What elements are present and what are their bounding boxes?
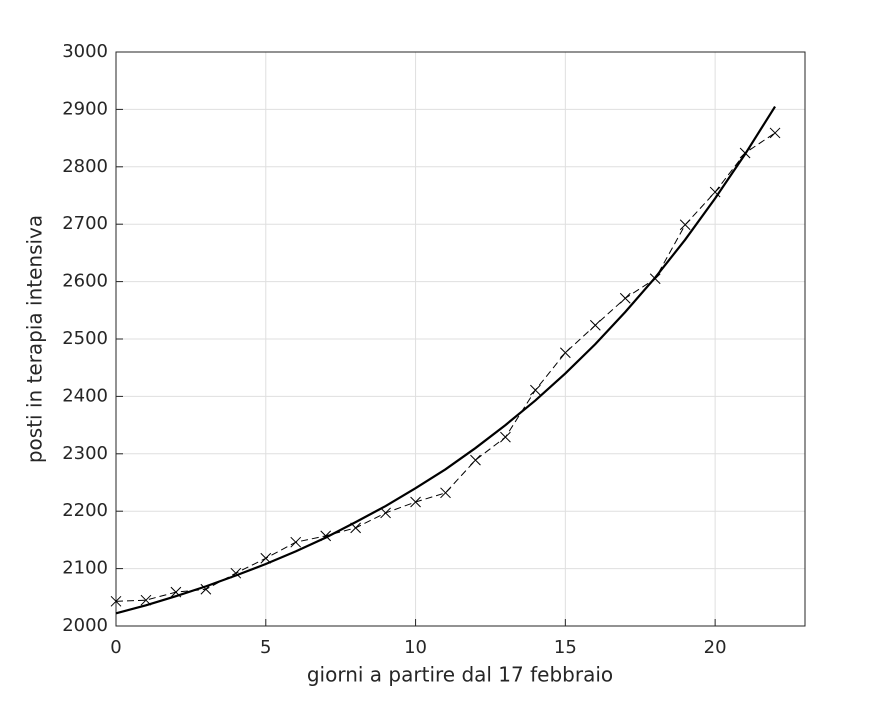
y-tick-label: 2000 — [62, 615, 108, 636]
y-tick-label: 2600 — [62, 271, 108, 292]
y-tick-label: 2400 — [62, 385, 108, 406]
y-tick-label: 2900 — [62, 98, 108, 119]
y-tick-label: 2200 — [62, 500, 108, 521]
x-tick-label: 10 — [404, 637, 427, 658]
x-axis-label: giorni a partire dal 17 febbraio — [307, 663, 613, 687]
marker — [410, 496, 421, 508]
x-tick-label: 0 — [110, 637, 121, 658]
x-tick-label: 15 — [554, 637, 577, 658]
y-tick-label: 2100 — [62, 558, 108, 579]
y-tick-label: 2800 — [62, 156, 108, 177]
marker — [679, 219, 691, 231]
marker — [530, 384, 541, 396]
y-tick-label: 2700 — [62, 213, 108, 234]
plot-frame — [115, 51, 806, 627]
x-tick-label: 20 — [704, 637, 727, 658]
y-tick-label: 2300 — [62, 443, 108, 464]
marker — [500, 431, 511, 443]
marker — [470, 454, 481, 466]
marker — [290, 536, 302, 548]
marker — [110, 595, 122, 607]
marker — [769, 127, 781, 139]
marker — [380, 507, 391, 519]
data-line — [115, 132, 776, 602]
marker — [619, 292, 631, 304]
y-axis-label: posti in terapia intensiva — [23, 215, 47, 463]
fit-line — [115, 105, 776, 615]
y-tick-label: 3000 — [62, 41, 108, 62]
x-tick-label: 5 — [260, 637, 271, 658]
marker — [559, 347, 571, 359]
marker — [589, 319, 601, 331]
marker — [440, 487, 451, 499]
y-tick-label: 2500 — [62, 328, 108, 349]
